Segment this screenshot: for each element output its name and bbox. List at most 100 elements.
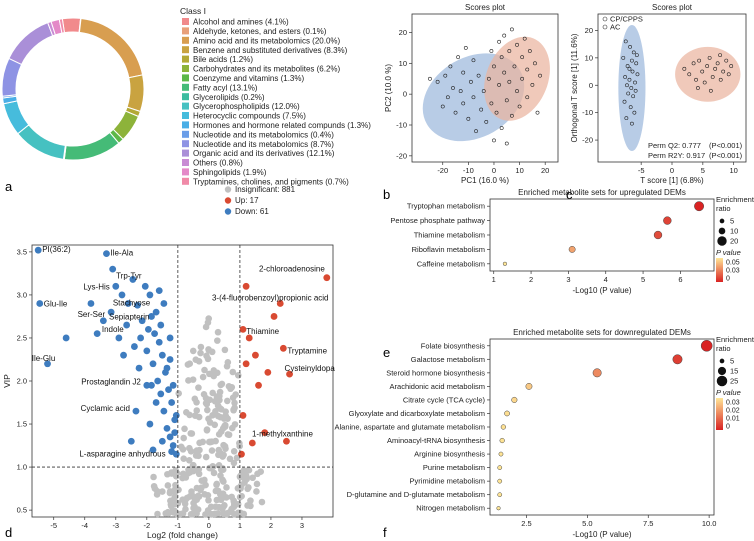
pie-legend-label: Fatty acyl (13.1%) — [193, 83, 258, 92]
pie-legend-swatch — [182, 149, 189, 157]
down-point — [166, 334, 174, 342]
score-point — [630, 69, 635, 74]
down-point — [166, 433, 174, 441]
panel-d-y-tick-label: 2.5 — [17, 333, 27, 342]
panel-c-x-tick-label: -5 — [638, 166, 645, 175]
down-point — [154, 377, 162, 385]
down-point — [118, 291, 126, 299]
insignificant-point — [179, 510, 187, 517]
insignificant-point — [203, 352, 210, 360]
insignificant-point — [203, 426, 211, 433]
panel-c-title: Scores plot — [652, 3, 693, 12]
score-point — [451, 86, 455, 90]
insignificant-point — [171, 488, 179, 496]
panel-b-x-tick-label: -10 — [463, 166, 474, 175]
panel-b-y-tick-label: 0 — [403, 90, 407, 99]
score-point — [461, 101, 466, 106]
insignificant-point — [231, 399, 238, 407]
score-point — [504, 141, 509, 146]
panel-b-x-tick-label: 20 — [541, 166, 549, 175]
insignificant-point — [192, 452, 200, 459]
panel-c-y-tick-label: 20 — [585, 26, 593, 35]
score-point — [632, 110, 637, 115]
pie-legend-swatch — [182, 27, 189, 35]
panel-d-x-tick-label: -3 — [112, 521, 119, 530]
up-point — [255, 381, 262, 389]
panel-d-y-tick-label: 3.0 — [17, 290, 27, 299]
pie-legend-swatch — [182, 46, 189, 54]
metabolite-label: Ile-Glu — [32, 354, 56, 363]
panel-f-x-label: -Log10 (P value) — [573, 530, 632, 539]
down-point — [103, 250, 110, 258]
up-point — [242, 282, 250, 290]
score-point — [484, 120, 489, 124]
metabolite-label: Cysteinyldopa — [285, 364, 336, 373]
insignificant-point — [230, 447, 238, 455]
metabolite-label: Prostaglandin J2 — [81, 377, 141, 386]
up-point — [264, 368, 272, 376]
panel-b-x-label: PC1 (16.0 %) — [461, 176, 509, 185]
insignificant-point — [226, 455, 234, 463]
insignificant-point — [159, 488, 166, 495]
pie-legend-swatch — [182, 168, 189, 176]
perm-p-value: (P<0.001) — [709, 141, 743, 150]
score-point — [635, 72, 640, 77]
metabolite-label: Lys-His — [83, 282, 109, 291]
down-point — [137, 334, 145, 342]
down-point — [158, 351, 166, 359]
panel-e-title: Enriched metabolite sets for upregulated… — [518, 188, 686, 197]
insignificant-point — [253, 488, 260, 495]
insignificant-point — [183, 494, 191, 502]
score-point — [726, 72, 731, 77]
insignificant-point — [247, 502, 254, 510]
insignificant-point — [207, 438, 214, 446]
panel-tag-d: d — [5, 525, 12, 540]
pathway-label: Riboflavin metabolism — [412, 245, 485, 254]
volcano-legend-marker — [224, 197, 232, 204]
score-point — [700, 69, 705, 74]
insignificant-point — [189, 376, 197, 383]
pie-legend-label: Glycerolipids (0.2%) — [193, 93, 265, 102]
panel-e-plot-frame — [489, 198, 715, 272]
pathway-dot — [700, 339, 713, 352]
down-point — [165, 386, 172, 394]
pathway-label: Galactose metabolism — [411, 355, 485, 364]
insignificant-point — [205, 496, 212, 504]
score-point — [492, 138, 496, 143]
insignificant-point — [249, 474, 256, 482]
score-point — [443, 73, 448, 78]
metabolite-label: Thiamine — [246, 327, 279, 336]
insignificant-point — [193, 399, 200, 406]
insignificant-point — [232, 391, 239, 398]
insignificant-point — [183, 409, 190, 416]
insignificant-point — [174, 499, 182, 507]
pie-legend-label: Others (0.8%) — [193, 159, 243, 168]
score-point — [721, 69, 726, 74]
score-point — [502, 33, 507, 38]
pathway-dot — [504, 410, 510, 417]
insignificant-point — [242, 471, 250, 479]
panel-b-x-tick-label: 10 — [515, 166, 523, 175]
panel-e-x-tick-label: 6 — [678, 275, 682, 284]
insignificant-point — [215, 462, 223, 469]
panel-e-color-legend-label: 0.03 — [726, 268, 740, 275]
score-point — [440, 104, 445, 109]
down-point — [115, 334, 123, 342]
down-point — [62, 334, 70, 342]
panel-d-x-tick-label: -2 — [143, 521, 150, 530]
down-point — [112, 282, 120, 290]
down-point — [135, 364, 143, 372]
down-point — [160, 407, 168, 415]
pie-legend-label: Sphingolipids (1.9%) — [193, 168, 267, 177]
score-point — [527, 49, 532, 53]
insignificant-point — [245, 484, 252, 491]
score-point — [724, 58, 729, 63]
down-point — [123, 321, 131, 329]
insignificant-point — [182, 474, 190, 481]
insignificant-point — [224, 431, 232, 438]
insignificant-point — [172, 472, 180, 480]
pathway-label: Nitrogen metabolism — [416, 504, 485, 513]
panel-b-ellipse-layer — [422, 27, 550, 146]
score-point — [469, 79, 473, 84]
